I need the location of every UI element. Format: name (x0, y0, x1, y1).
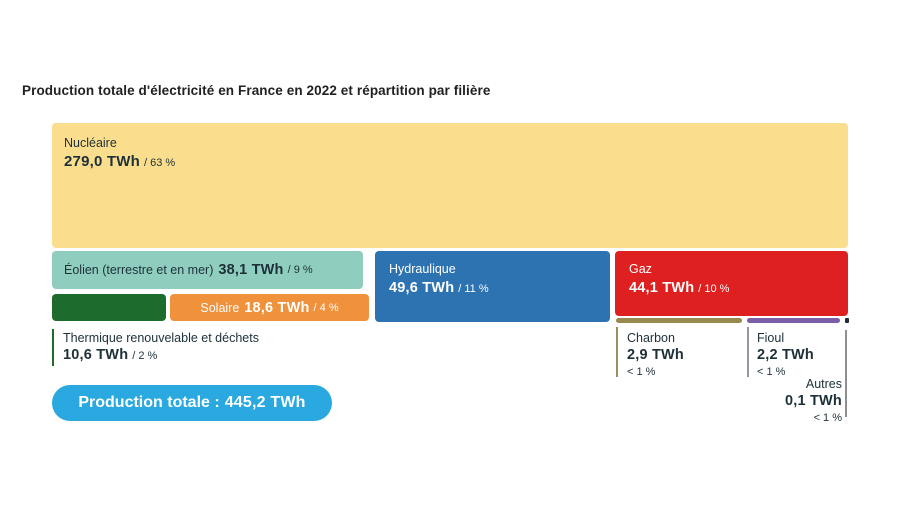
segment-name: Autres (805, 377, 842, 391)
segment-name: Hydraulique (389, 262, 456, 276)
segment-value: 2,9 TWh (627, 347, 684, 363)
segment-share: / 9 % (287, 264, 313, 276)
segment-value: 38,1 TWh (218, 262, 284, 278)
segment-gaz: Gaz 44,1 TWh/ 10 % (615, 251, 848, 316)
segment-thermique-renouvelable (52, 294, 166, 321)
segment-name: Charbon (627, 331, 675, 345)
label-fioul: Fioul 2,2 TWh < 1 % (757, 331, 814, 378)
segment-autres-bar (845, 318, 849, 323)
segment-charbon-bar (616, 318, 742, 323)
segment-nucleaire: Nucléaire 279,0 TWh / 63 % (52, 123, 848, 248)
label-autres: Autres 0,1 TWh < 1 % (640, 377, 842, 424)
segment-value: 10,6 TWh (63, 347, 129, 363)
segment-eolien: Éolien (terrestre et en mer) 38,1 TWh / … (52, 251, 363, 289)
segment-share: / 63 % (144, 157, 176, 169)
segment-share: < 1 % (757, 366, 786, 378)
total-label: Production totale : (78, 394, 220, 411)
production-total-badge: Production totale : 445,2 TWh (52, 385, 332, 421)
segment-share: / 10 % (698, 283, 730, 295)
segment-name: Fioul (757, 331, 785, 345)
connector-line-thermique (52, 329, 54, 366)
segment-share: / 2 % (132, 350, 158, 362)
segment-share: / 11 % (458, 283, 489, 295)
segment-fioul-bar (747, 318, 840, 323)
segment-value: 0,1 TWh (785, 393, 842, 409)
connector-line-autres (845, 330, 847, 417)
segment-share: / 4 % (313, 301, 339, 314)
segment-value: 2,2 TWh (757, 347, 814, 363)
segment-value: 49,6 TWh (389, 280, 455, 296)
segment-name: Nucléaire (64, 136, 117, 150)
segment-value: 44,1 TWh (629, 280, 695, 296)
segment-hydraulique: Hydraulique 49,6 TWh/ 11 % (375, 251, 610, 322)
segment-name: Éolien (terrestre et en mer) (64, 263, 214, 277)
connector-line-fioul (747, 327, 749, 377)
label-charbon: Charbon 2,9 TWh < 1 % (627, 331, 684, 378)
label-thermique-renouvelable: Thermique renouvelable et déchets 10,6 T… (63, 331, 259, 364)
segment-share: < 1 % (627, 366, 656, 378)
segment-name: Thermique renouvelable et déchets (63, 331, 259, 345)
segment-value: 18,6 TWh (244, 299, 310, 316)
total-value: 445,2 TWh (224, 394, 306, 411)
segment-value: 279,0 TWh (64, 153, 140, 170)
segment-share: < 1 % (813, 412, 842, 424)
connector-line-charbon (616, 327, 618, 377)
segment-name: Solaire (200, 300, 240, 315)
segment-name: Gaz (629, 262, 652, 276)
segment-solaire: Solaire 18,6 TWh / 4 % (170, 294, 369, 321)
chart-title: Production totale d'électricité en Franc… (22, 83, 491, 98)
